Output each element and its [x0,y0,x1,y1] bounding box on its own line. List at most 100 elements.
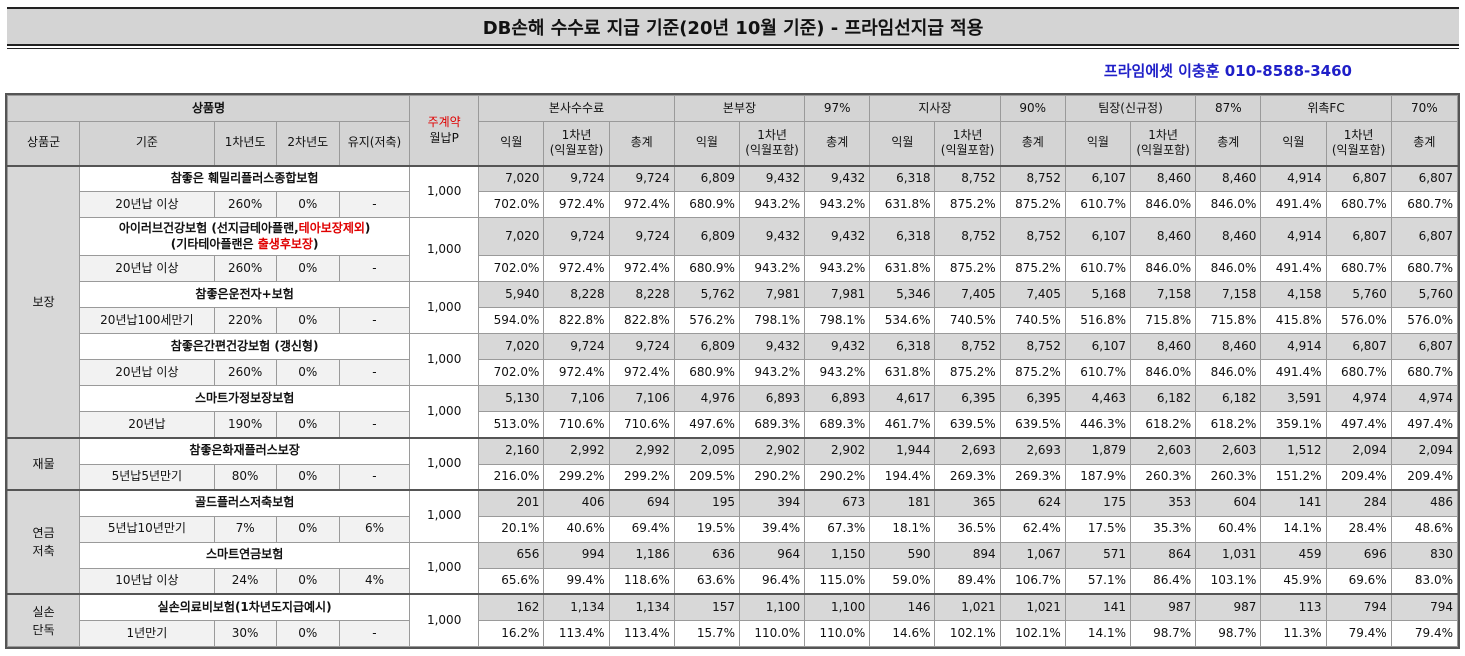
year2-rate: 0% [275,191,340,219]
commission-amount: 4,914 [1260,164,1327,193]
commission-percent: 576.0% [1325,307,1392,335]
commission-amount: 406 [543,489,610,517]
commission-percent: 194.4% [869,463,936,491]
commission-amount: 6,807 [1325,333,1392,361]
commission-amount: 794 [1390,593,1459,621]
header-main-contract: 주계약 월납P [409,95,480,166]
product-group-cell: 실손 단독 [6,593,81,648]
year1-rate: 260% [213,191,277,219]
commission-percent: 702.0% [478,359,545,387]
table-row: 아이러브건강보험 (선지급테아플랜,테아보장제외) (기타테아플랜은 출생후보장)… [8,217,1459,283]
commission-percent: 702.0% [478,255,545,283]
product-name: 참좋은화재플러스보장 [79,436,411,465]
commission-amount: 864 [1129,541,1197,569]
commission-percent: 11.3% [1260,619,1327,648]
commission-amount: 6,807 [1390,333,1459,361]
header-row-1: 상품명 주계약 월납P 본사수수료 본부장 97% 지사장 90% 팀장(신규정… [6,95,1459,166]
commission-percent: 972.4% [543,255,610,283]
commission-amount: 6,893 [738,385,806,413]
header-sub-month: 익월 [478,121,545,166]
commission-amount: 2,094 [1390,436,1459,465]
product-name: 참좋은운전자+보험 [79,281,411,309]
commission-amount: 7,405 [934,281,1001,309]
commission-amount: 284 [1325,489,1392,517]
commission-percent: 59.0% [869,567,936,595]
product-group-cell: 보장 [6,164,81,439]
maintain-rate: - [338,411,411,439]
commission-percent: 972.4% [543,359,610,387]
commission-percent: 290.2% [804,463,871,491]
commission-amount: 7,158 [1195,281,1262,309]
commission-percent: 446.3% [1064,411,1132,439]
commission-percent: 39.4% [738,515,806,543]
year1-rate: 260% [213,359,277,387]
header-sub-total: 총계 [1390,121,1459,166]
commission-percent: 45.9% [1260,567,1327,595]
monthly-premium: 1,000 [409,217,480,283]
commission-percent: 98.7% [1129,619,1197,648]
commission-percent: 846.0% [1195,191,1262,219]
commission-amount: 181 [869,489,936,517]
commission-percent: 534.6% [869,307,936,335]
commission-amount: 9,724 [543,333,610,361]
commission-percent: 715.8% [1129,307,1197,335]
commission-percent: 63.6% [673,567,740,595]
payment-criteria: 20년납100세만기 [79,307,215,335]
commission-percent: 689.3% [804,411,871,439]
maintain-rate: - [338,191,411,219]
commission-amount: 696 [1325,541,1392,569]
commission-percent: 639.5% [999,411,1066,439]
commission-percent: 216.0% [478,463,545,491]
commission-percent: 48.6% [1390,515,1459,543]
commission-amount: 987 [1195,593,1262,621]
commission-percent: 680.7% [1325,191,1392,219]
commission-percent: 35.3% [1129,515,1197,543]
commission-percent: 610.7% [1064,255,1132,283]
commission-amount: 1,944 [869,436,936,465]
table-row: 스마트가정보장보험 1,000 5,130 7,106 7,106 4,976 6,893 6… [8,385,1459,439]
commission-amount: 2,902 [804,436,871,465]
year2-rate: 0% [275,463,340,491]
commission-amount: 2,603 [1195,436,1262,465]
commission-amount: 8,460 [1195,217,1262,257]
commission-percent: 20.1% [478,515,545,543]
commission-amount: 6,182 [1195,385,1262,413]
commission-amount: 8,752 [934,333,1001,361]
commission-percent: 875.2% [999,255,1066,283]
maintain-rate: - [338,255,411,283]
product-group-label-line2: 단독 [32,622,55,637]
table-row: 스마트연금보험 1,000 656 994 1,186 636 964 1,150 590 894… [8,541,1459,595]
commission-amount: 486 [1390,489,1459,517]
monthly-premium: 1,000 [409,593,480,648]
commission-percent: 290.2% [738,463,806,491]
commission-percent: 497.4% [1390,411,1459,439]
table-row: 1년만기 30% 0% -16.2% 113.4% 113.4% 15.7% 110.0% 11… [8,619,1459,648]
year1-rate: 190% [213,411,277,439]
commission-amount: 4,617 [869,385,936,413]
commission-amount: 113 [1260,593,1327,621]
commission-amount: 2,902 [738,436,806,465]
product-name: 참좋은간편건강보험 (갱신형) [79,333,411,361]
commission-percent: 972.4% [608,359,675,387]
header-monthly-premium-label: 월납P [429,131,459,146]
year2-rate: 0% [275,567,340,595]
table-row: 20년납 이상 260% 0% -702.0% 972.4% 972.4% 680.9% 94… [8,191,1459,219]
commission-amount: 571 [1064,541,1132,569]
table-row: 20년납100세만기 220% 0% -594.0% 822.8% 822.8% 576.2… [8,307,1459,335]
commission-percent: 846.0% [1195,359,1262,387]
header-sub-year1-line2: (익월포함) [1136,143,1190,158]
commission-percent: 260.3% [1129,463,1197,491]
commission-percent: 209.4% [1325,463,1392,491]
payment-criteria: 5년납5년만기 [79,463,215,491]
header-sub-year1-line1: 1차년 [1148,127,1178,142]
commission-percent: 972.4% [608,255,675,283]
header-sub-year1-line1: 1차년 [561,127,592,142]
commission-amount: 6,809 [673,333,740,361]
commission-amount: 8,752 [934,217,1001,257]
commission-percent: 113.4% [543,619,610,648]
commission-amount: 1,186 [608,541,675,569]
commission-amount: 636 [673,541,740,569]
commission-percent: 299.2% [608,463,675,491]
header-sub-year1: 1차년 (익월포함) [1325,121,1392,166]
commission-amount: 5,130 [478,385,545,413]
